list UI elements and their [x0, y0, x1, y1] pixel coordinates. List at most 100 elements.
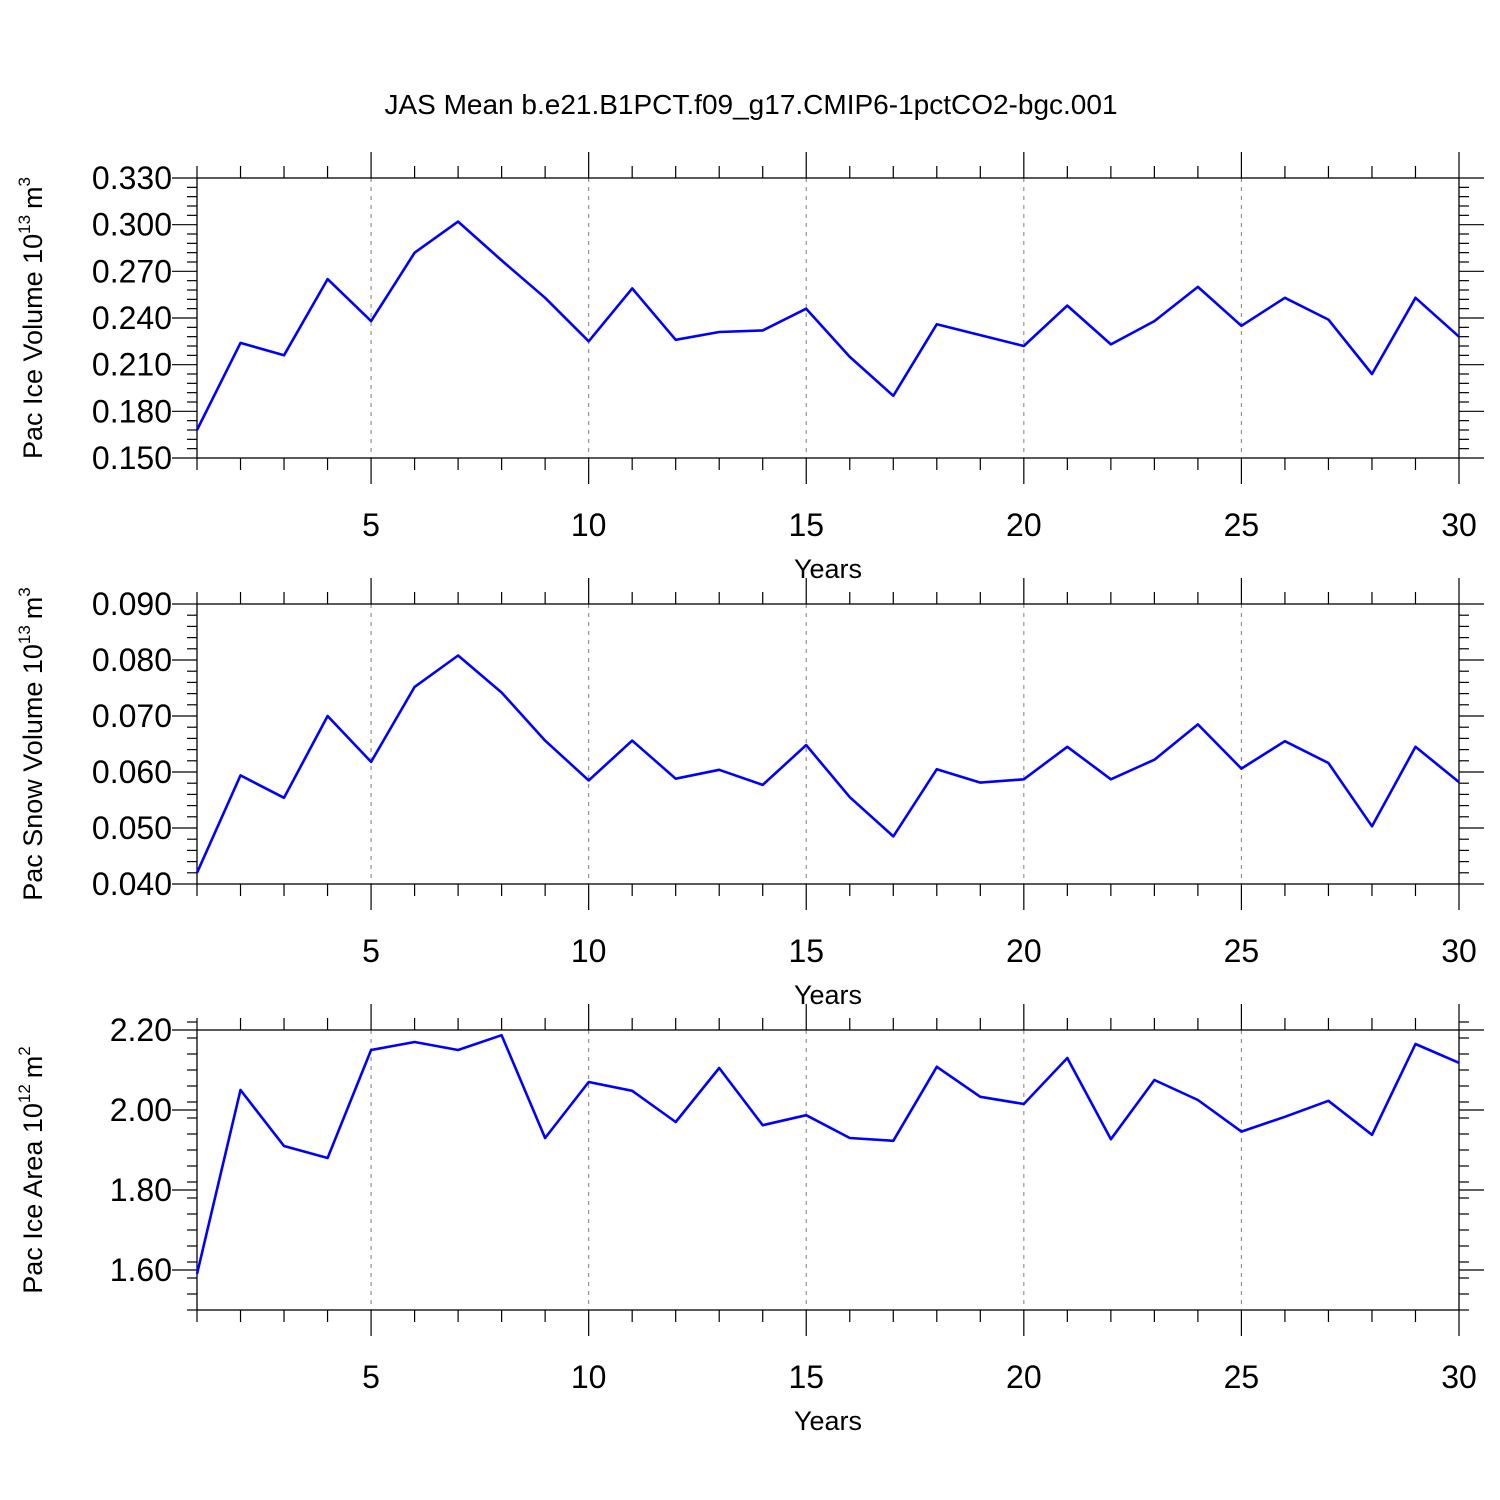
- data-point: [239, 341, 243, 345]
- data-point: [1022, 344, 1026, 348]
- y-axis-label-unit-exponent: 2: [15, 1046, 34, 1055]
- data-point: [282, 353, 286, 357]
- data-point: [978, 781, 982, 785]
- data-point: [326, 714, 330, 718]
- plot-frame: [196, 603, 1460, 885]
- data-point: [456, 1048, 460, 1052]
- data-point: [674, 1120, 678, 1124]
- data-point: [195, 871, 199, 875]
- y-tick-label: 0.080: [92, 642, 172, 678]
- panel-2: 0.040 0.050 0.060 0.070 0.080 0.090 5 10 15 20 25 3…: [15, 578, 1484, 1010]
- data-point: [761, 783, 765, 787]
- data-point: [935, 767, 939, 771]
- data-point: [1326, 1099, 1330, 1103]
- y-axis-label: Pac Ice Area 1012 m2: [15, 1046, 48, 1294]
- data-point: [717, 330, 721, 334]
- x-axis-label: Years: [794, 554, 862, 584]
- data-point: [456, 220, 460, 224]
- y-tick-label: 0.180: [92, 393, 172, 429]
- x-tick-label: 30: [1441, 933, 1477, 969]
- data-point: [1065, 745, 1069, 749]
- y-axis-label-unit-exponent: 3: [15, 587, 34, 596]
- x-tick-label: 10: [571, 933, 607, 969]
- y-tick-label: 0.330: [92, 160, 172, 196]
- data-point: [1283, 1115, 1287, 1119]
- y-axis-label-unit: m: [18, 597, 48, 620]
- data-point: [543, 739, 547, 743]
- x-tick-label: 10: [571, 507, 607, 543]
- data-point: [630, 739, 634, 743]
- data-point: [500, 258, 504, 262]
- data-point: [195, 1272, 199, 1276]
- data-point: [978, 333, 982, 337]
- y-tick-label: 0.270: [92, 253, 172, 289]
- y-tick-label: 2.00: [110, 1092, 172, 1128]
- series-line: [195, 1033, 1460, 1275]
- data-point: [1109, 777, 1113, 781]
- x-tick-label: 30: [1441, 507, 1477, 543]
- data-point: [1283, 739, 1287, 743]
- data-point: [891, 834, 895, 838]
- data-point: [1370, 1133, 1374, 1137]
- y-tick-label: 1.60: [110, 1252, 172, 1288]
- y-tick-label: 0.050: [92, 810, 172, 846]
- series-line: [195, 220, 1460, 431]
- x-axis-label: Years: [794, 1406, 862, 1436]
- data-point: [1152, 1078, 1156, 1082]
- data-point: [1457, 1061, 1461, 1065]
- data-point: [1239, 767, 1243, 771]
- data-point: [1326, 318, 1330, 322]
- y-tick-label: 0.240: [92, 300, 172, 336]
- data-point: [587, 1080, 591, 1084]
- series-line: [195, 654, 1460, 874]
- data-point: [500, 690, 504, 694]
- x-tick-label: 25: [1224, 1359, 1260, 1395]
- data-point: [1109, 342, 1113, 346]
- y-tick-label: 0.090: [92, 586, 172, 622]
- data-point: [543, 296, 547, 300]
- x-tick-label: 20: [1006, 1359, 1042, 1395]
- data-point: [1457, 335, 1461, 339]
- data-point: [369, 1048, 373, 1052]
- x-tick-label: 5: [362, 1359, 380, 1395]
- y-axis-label-exponent: 12: [15, 1084, 34, 1103]
- x-tick-label: 25: [1224, 507, 1260, 543]
- data-point: [239, 1088, 243, 1092]
- data-point: [1413, 745, 1417, 749]
- x-axis-label: Years: [794, 980, 862, 1010]
- panel-3: 1.60 1.80 2.00 2.20 5 10 15 20 25 30 Years Pac Ice …: [15, 1004, 1484, 1436]
- data-point: [369, 760, 373, 764]
- chart-title: JAS Mean b.e21.B1PCT.f09_g17.CMIP6-1pctC…: [384, 89, 1117, 120]
- data-point: [717, 1066, 721, 1070]
- y-tick-label: 2.20: [110, 1012, 172, 1048]
- data-point: [630, 1089, 634, 1093]
- data-point: [848, 795, 852, 799]
- x-tick-label: 10: [571, 1359, 607, 1395]
- x-tick-label: 5: [362, 507, 380, 543]
- y-tick-label: 1.80: [110, 1172, 172, 1208]
- data-point: [326, 277, 330, 281]
- data-point: [413, 685, 417, 689]
- data-point: [282, 1144, 286, 1148]
- data-point: [1457, 780, 1461, 784]
- x-tick-label: 15: [788, 1359, 824, 1395]
- data-point: [1413, 1042, 1417, 1046]
- y-tick-label: 0.210: [92, 347, 172, 383]
- x-tick-label: 30: [1441, 1359, 1477, 1395]
- data-point: [1239, 1130, 1243, 1134]
- data-point: [891, 394, 895, 398]
- y-axis-label-unit: m: [18, 1056, 48, 1079]
- plot-frame: [196, 177, 1460, 459]
- y-axis-label-main: Pac Ice Volume 10: [18, 234, 48, 459]
- y-axis-label-unit-exponent: 3: [15, 177, 34, 186]
- data-point: [1370, 824, 1374, 828]
- data-point: [1022, 1102, 1026, 1106]
- data-point: [239, 773, 243, 777]
- y-axis-label: Pac Ice Volume 1013 m3: [15, 177, 48, 459]
- data-point: [1196, 722, 1200, 726]
- data-point: [1109, 1137, 1113, 1141]
- data-point: [674, 338, 678, 342]
- y-tick-label: 0.150: [92, 440, 172, 476]
- x-tick-label: 25: [1224, 933, 1260, 969]
